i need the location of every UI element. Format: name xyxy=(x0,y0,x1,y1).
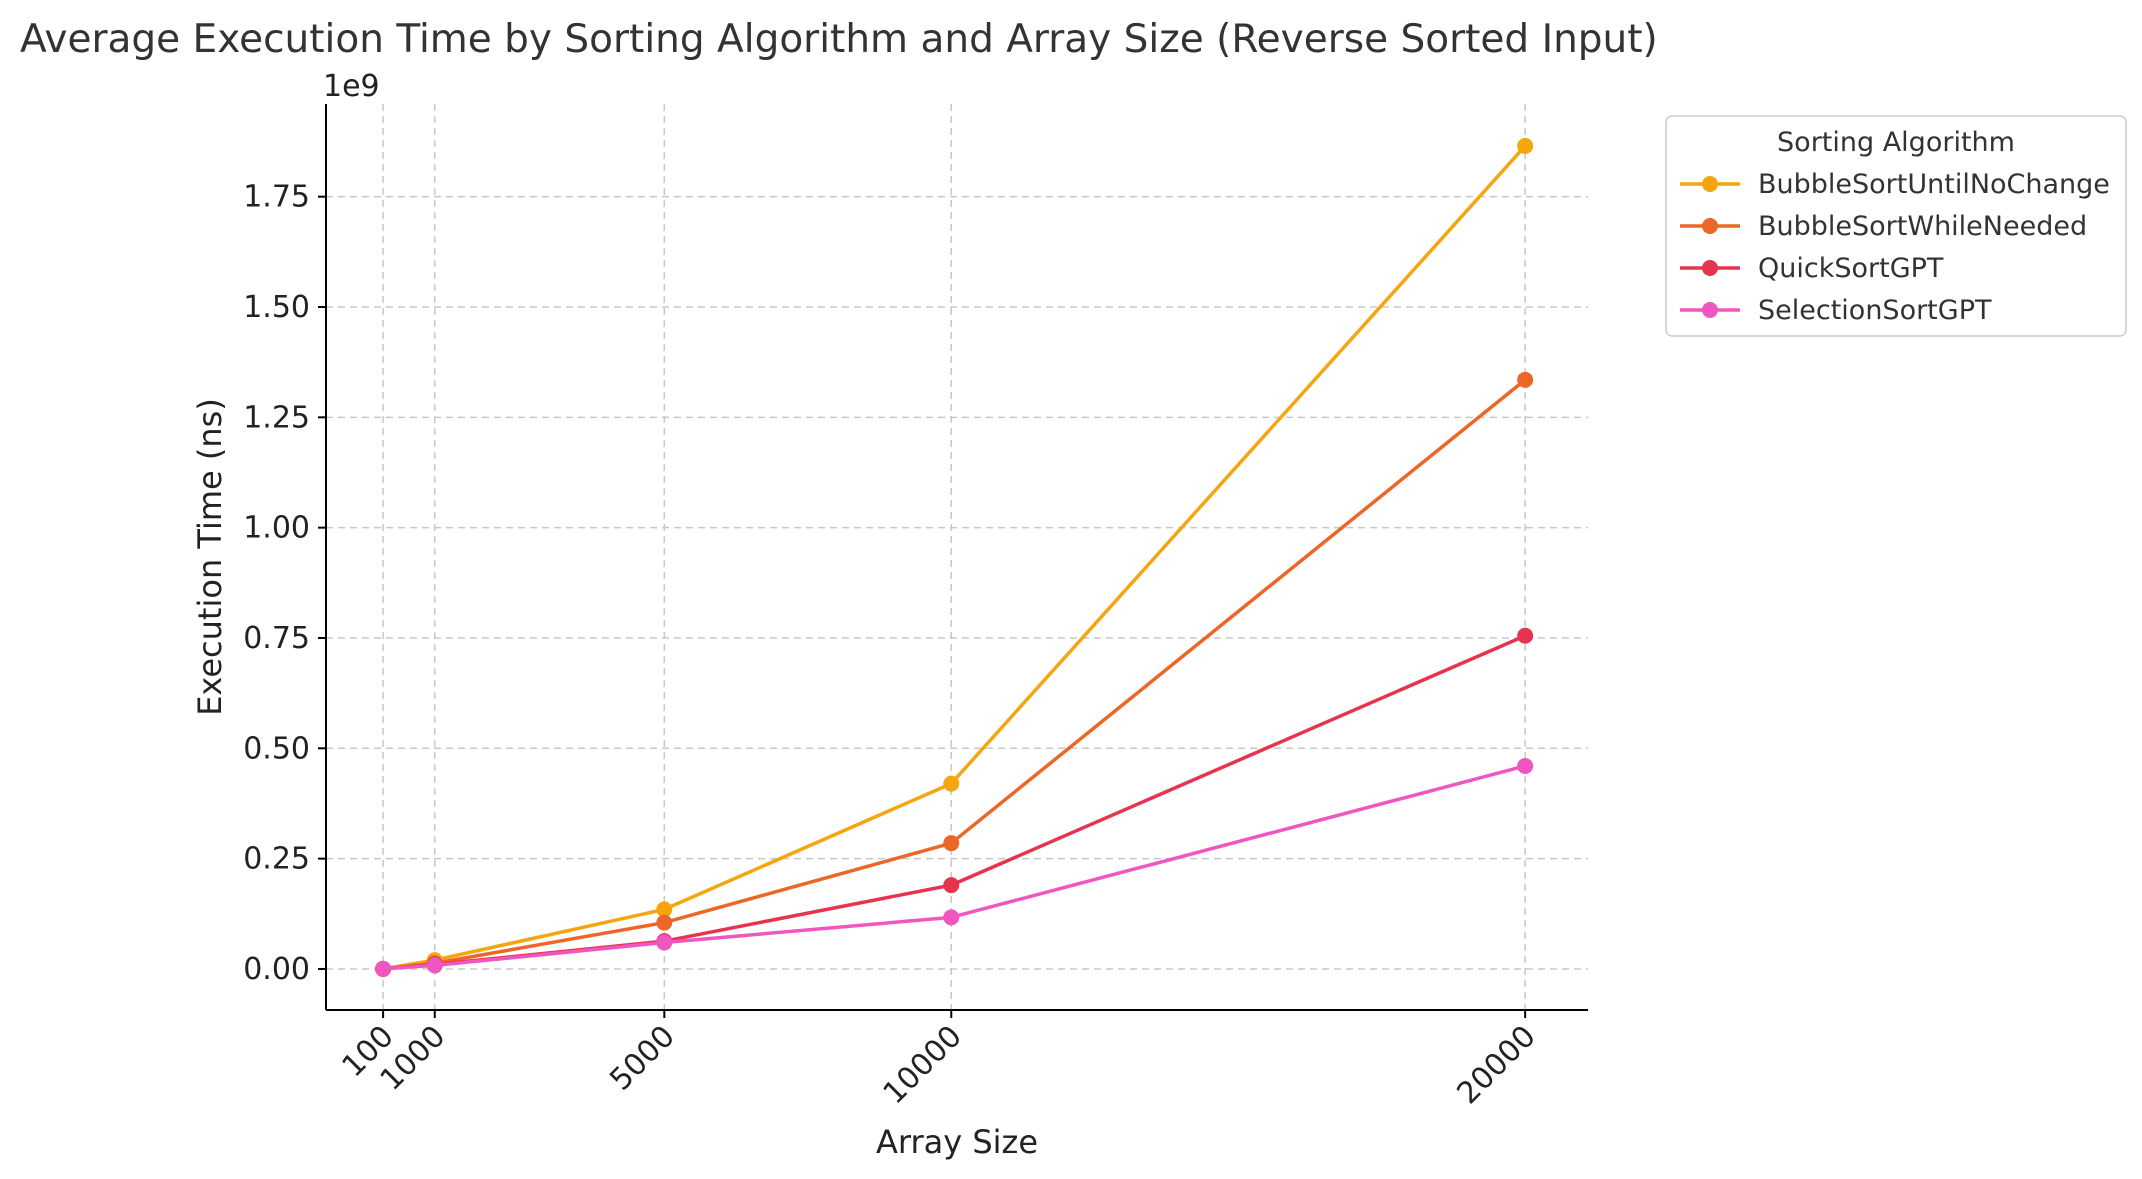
legend-items: BubbleSortUntilNoChange BubbleSortWhileNe… xyxy=(1680,169,2110,326)
legend-label: BubbleSortUntilNoChange xyxy=(1758,169,2110,200)
y-offset-label: 1e9 xyxy=(323,69,380,104)
series-line xyxy=(382,764,1526,971)
data-point xyxy=(943,909,960,926)
legend-item: BubbleSortUntilNoChange xyxy=(1680,169,2110,200)
data-point xyxy=(656,914,673,931)
legend-label: BubbleSortWhileNeeded xyxy=(1758,211,2087,242)
y-axis-ticks: 0.00 0.25 0.50 0.75 1.00 1.25 1.50 1.75 xyxy=(243,180,326,987)
data-point xyxy=(943,835,960,852)
y-tick-label: 1.50 xyxy=(243,290,310,325)
y-tick-label: 0.75 xyxy=(243,621,310,656)
legend-title: Sorting Algorithm xyxy=(1777,127,2015,158)
data-point xyxy=(1517,627,1534,644)
y-tick-label: 0.00 xyxy=(243,952,310,987)
chart-title: Average Execution Time by Sorting Algori… xyxy=(20,17,1658,62)
x-tick-label: 20000 xyxy=(1451,1019,1543,1111)
legend-label: SelectionSortGPT xyxy=(1758,295,1992,326)
data-point xyxy=(1517,137,1534,154)
legend-marker xyxy=(1702,260,1718,276)
data-point xyxy=(375,960,392,977)
x-tick-label: 10000 xyxy=(877,1019,969,1111)
y-tick-label: 1.00 xyxy=(243,511,310,546)
y-tick-label: 0.50 xyxy=(243,731,310,766)
axes-spines xyxy=(325,104,1588,1011)
legend-item: QuickSortGPT xyxy=(1680,253,1944,284)
x-axis-label: Array Size xyxy=(876,1123,1038,1161)
legend-marker xyxy=(1702,302,1718,318)
legend: Sorting Algorithm BubbleSortUntilNoChang… xyxy=(1665,115,2127,337)
x-tick-label: 5000 xyxy=(603,1019,682,1098)
legend-frame xyxy=(1665,115,2127,337)
legend-label: QuickSortGPT xyxy=(1758,253,1944,284)
legend-marker xyxy=(1702,176,1718,192)
series xyxy=(375,137,1534,977)
series-SelectionSortGPT xyxy=(375,757,1534,977)
data-point xyxy=(656,901,673,918)
y-tick-label: 0.25 xyxy=(243,842,310,877)
data-point xyxy=(943,775,960,792)
y-axis-label: Execution Time (ns) xyxy=(191,398,229,716)
legend-item: BubbleSortWhileNeeded xyxy=(1680,211,2087,242)
grid xyxy=(326,104,1588,1010)
legend-item: SelectionSortGPT xyxy=(1680,295,1992,326)
data-point xyxy=(426,957,443,974)
legend-marker xyxy=(1702,218,1718,234)
series-BubbleSortUntilNoChange xyxy=(375,137,1534,977)
y-tick-label: 1.25 xyxy=(243,400,310,435)
data-point xyxy=(943,877,960,894)
data-point xyxy=(656,934,673,951)
data-point xyxy=(1517,371,1534,388)
data-point xyxy=(1517,757,1534,774)
y-tick-label: 1.75 xyxy=(243,180,310,215)
